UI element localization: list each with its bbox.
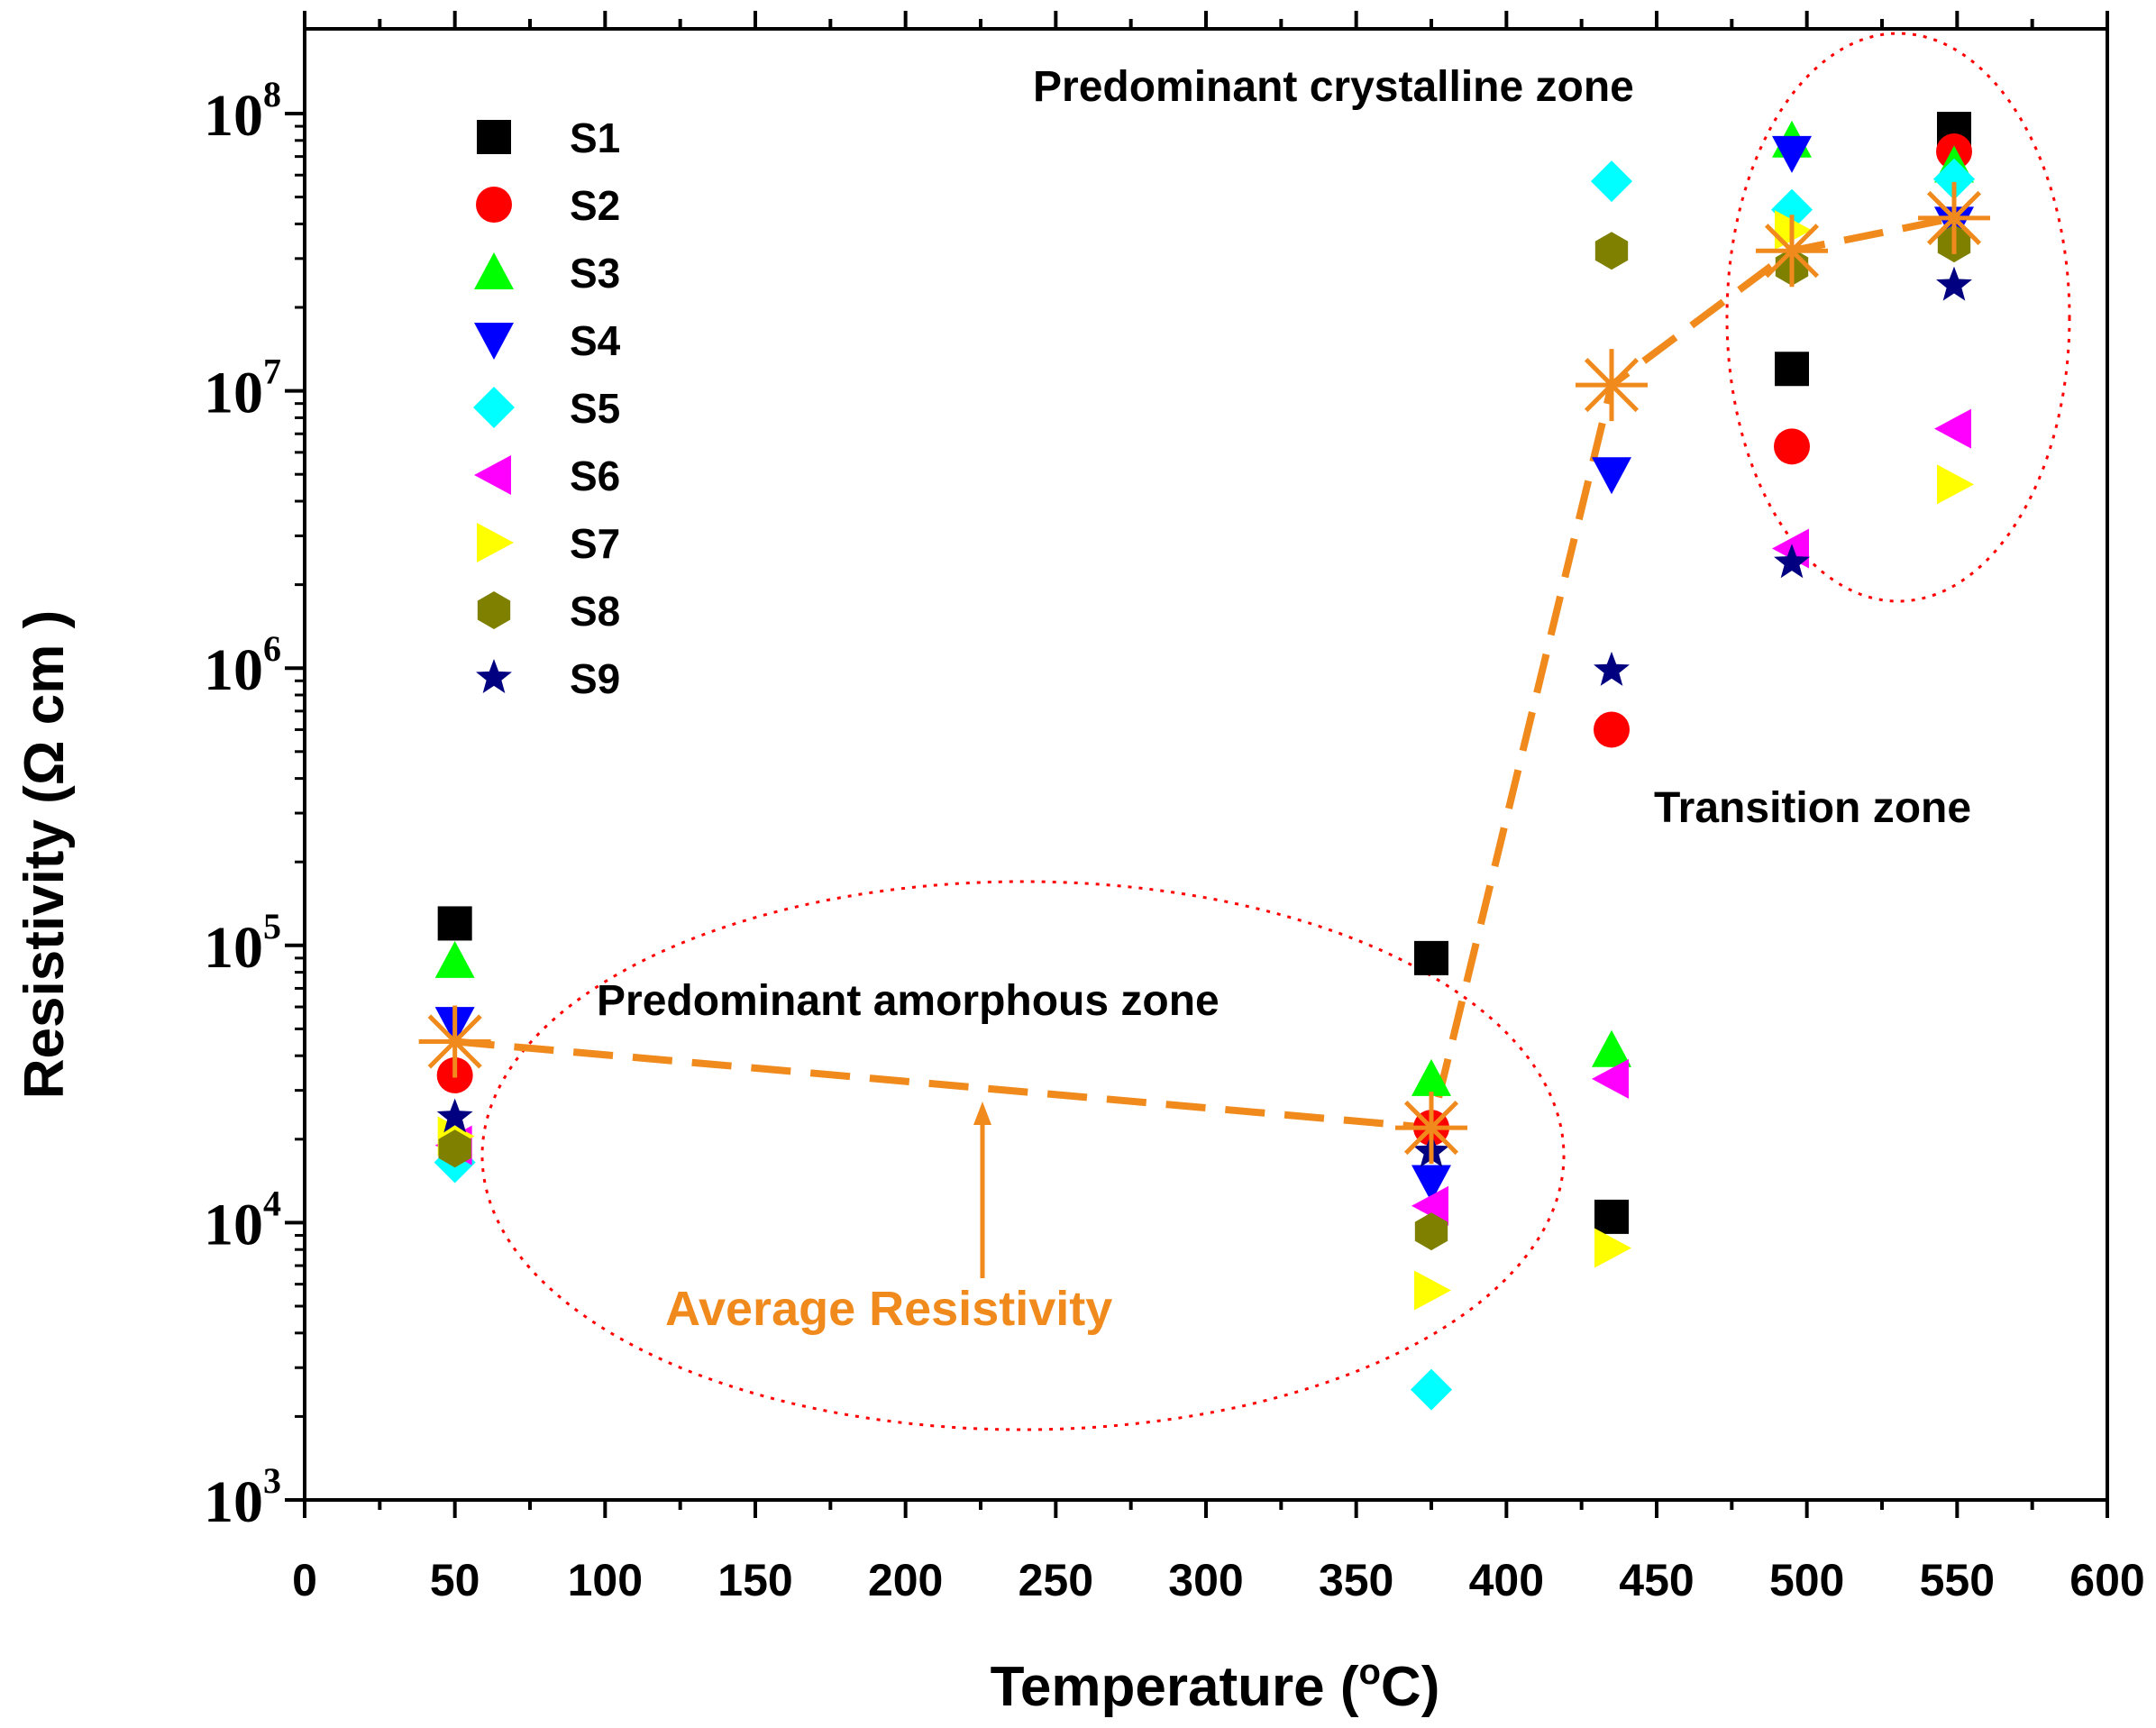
marker-s8 [1594,232,1629,270]
y-tick-label: 105 [204,906,281,981]
marker-s7 [1937,464,1974,505]
marker-s7 [1594,1228,1631,1268]
legend-marker-s2 [476,187,512,223]
average-marker-stroke [1584,358,1640,413]
marker-s5 [1591,160,1632,203]
legend: S1 S2 S3 S4 S5 S6 S7 S8 S9 [473,114,621,702]
legend-label-s5: S5 [570,385,620,432]
average-marker [418,1005,491,1078]
x-tick-label: 50 [430,1555,480,1605]
legend-marker-s6 [474,455,511,495]
average-resistivity-label: Average Resistivity [665,1282,1112,1336]
legend-label-s2: S2 [570,182,620,229]
marker-s4 [1411,1165,1451,1202]
marker-s1 [1414,940,1448,975]
marker-s6 [1411,1185,1448,1226]
marker-s4 [1592,457,1631,495]
x-tick-label: 100 [568,1555,643,1605]
y-tick-label: 104 [204,1183,281,1257]
legend-marker-s3 [474,252,514,289]
legend-marker-s4 [474,323,514,360]
marker-s5 [1411,1368,1452,1411]
y-tick-label: 103 [204,1460,281,1535]
axis-tick-labels: 0 50 100 150 200 250 300 350 400 450 500 550 600 103 1… [204,74,2145,1605]
average-marker-stroke [1926,190,1982,245]
amorphous-zone-ellipse [480,880,1566,1431]
x-tick-label: 450 [1619,1555,1694,1605]
legend-marker-s5 [473,387,515,428]
legend-label-s4: S4 [570,317,621,364]
average-arrow [973,1102,991,1278]
data-markers [434,112,1975,1411]
marker-s9 [436,1098,473,1133]
x-tick-label: 350 [1319,1555,1393,1605]
transition-zone-label: Transition zone [1654,784,1971,832]
average-marker [1395,1092,1467,1165]
legend-label-s6: S6 [570,453,620,499]
marker-s2 [1594,711,1630,748]
marker-s9 [1774,544,1810,579]
marker-s4 [1772,135,1812,173]
marker-s8 [1414,1212,1448,1251]
marker-s7 [1414,1270,1451,1311]
marker-s9 [1936,266,1972,301]
average-marker-stroke [1764,224,1820,279]
legend-label-s9: S9 [570,655,620,702]
marker-s3 [434,940,475,978]
y-axis-title: Resistivity (Ω cm ) [14,610,76,1099]
marker-s9 [1594,651,1630,686]
marker-s6 [1934,408,1971,449]
x-tick-label: 150 [717,1555,792,1605]
crystalline-zone-label: Predominant crystalline zone [1033,63,1634,111]
legend-marker-s9 [476,659,512,693]
x-tick-label: 600 [2069,1555,2144,1605]
marker-s6 [1592,1058,1629,1099]
amorphous-zone-label: Predominant amorphous zone [597,977,1220,1025]
legend-marker-s1 [477,120,511,154]
legend-label-s7: S7 [570,520,620,567]
marker-s2 [1774,428,1810,465]
crystalline-zone-ellipse [1725,32,2071,603]
x-tick-label: 200 [868,1555,943,1605]
legend-label-s8: S8 [570,588,620,635]
axis-ticks [285,11,2109,1518]
marker-s8 [438,1129,471,1168]
legend-label-s1: S1 [570,114,620,161]
y-tick-label: 107 [204,352,281,426]
y-tick-label: 106 [204,628,281,703]
legend-marker-s8 [477,591,511,629]
average-marker [1576,349,1648,422]
average-marker-stroke [1403,1101,1459,1156]
marker-s3 [1411,1058,1451,1096]
marker-s5 [1933,158,1975,200]
average-marker-stroke [427,1014,482,1069]
legend-label-s3: S3 [570,250,620,297]
x-tick-label: 0 [292,1555,317,1605]
average-marker [1918,181,1990,254]
marker-s3 [1592,1029,1631,1067]
x-tick-label: 250 [1019,1555,1093,1605]
marker-s1 [437,906,472,941]
legend-marker-s7 [477,523,514,562]
x-tick-label: 550 [1920,1555,1995,1605]
marker-s1 [1775,352,1809,387]
x-tick-label: 300 [1168,1555,1243,1605]
x-tick-label: 500 [1769,1555,1844,1605]
average-marker [1756,215,1828,288]
x-tick-label: 400 [1469,1555,1544,1605]
y-tick-label: 108 [204,74,281,149]
average-markers [418,181,1990,1165]
marker-s1 [1594,1199,1629,1234]
x-axis-title: Temperature (oC) [991,1652,1440,1718]
